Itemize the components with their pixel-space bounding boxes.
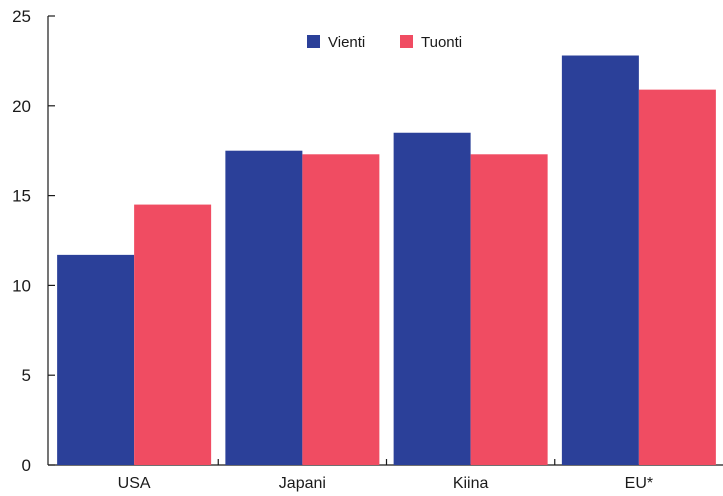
bar-tuonti-usa (134, 204, 212, 465)
bar-tuonti-eu (638, 89, 716, 466)
legend: Vienti Tuonti (307, 34, 462, 51)
x-tick-label: USA (118, 475, 151, 492)
bar-vienti-japani (225, 150, 303, 465)
x-tick-label: EU* (625, 475, 653, 492)
y-tick-label: 15 (12, 187, 31, 206)
bar-tuonti-japani (302, 154, 380, 466)
x-tick-label: Kiina (453, 475, 489, 492)
y-tick-label: 10 (12, 276, 31, 295)
x-axis: USA Japani Kiina EU* (48, 459, 723, 492)
x-tick-label: Japani (279, 475, 326, 492)
y-axis: 0 5 10 15 20 25 (12, 7, 55, 475)
bar-tuonti-kiina (470, 154, 548, 466)
y-tick-label: 20 (12, 97, 31, 116)
legend-label-vienti: Vienti (328, 34, 365, 51)
bars (57, 55, 716, 466)
bar-vienti-eu (561, 55, 639, 466)
bar-vienti-usa (57, 254, 135, 465)
legend-swatch-tuonti (400, 35, 413, 48)
legend-swatch-vienti (307, 35, 320, 48)
y-tick-label: 5 (22, 366, 31, 385)
bar-vienti-kiina (393, 132, 471, 466)
y-tick-label: 0 (22, 456, 31, 475)
y-tick-label: 25 (12, 7, 31, 26)
legend-label-tuonti: Tuonti (421, 34, 462, 51)
